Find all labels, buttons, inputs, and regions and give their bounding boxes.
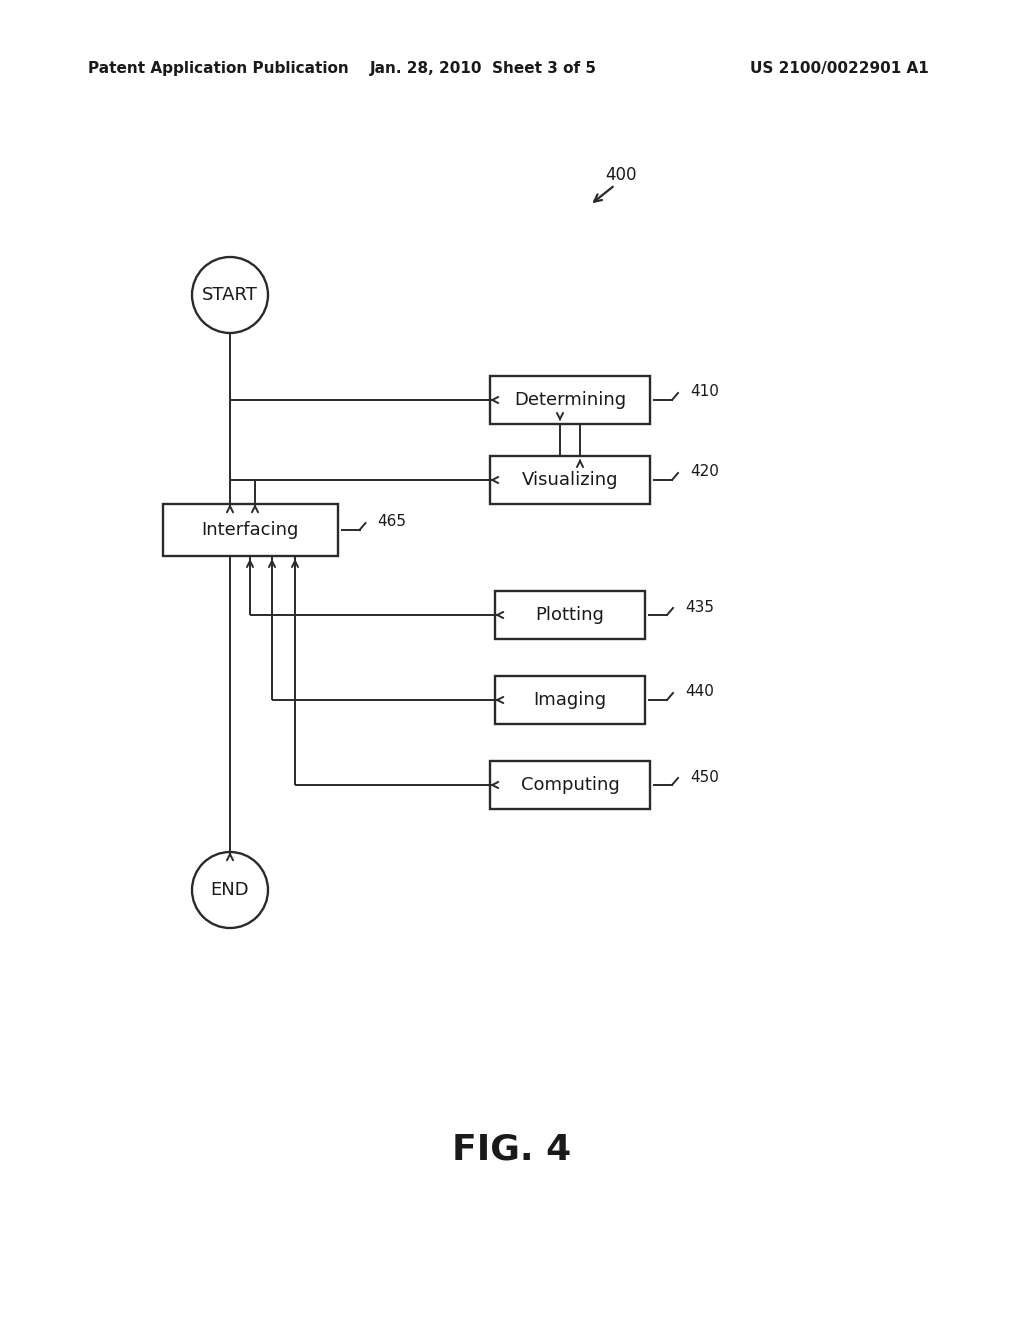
- Text: Jan. 28, 2010  Sheet 3 of 5: Jan. 28, 2010 Sheet 3 of 5: [370, 61, 597, 75]
- Text: Interfacing: Interfacing: [202, 521, 299, 539]
- Bar: [490, 376, 650, 424]
- Text: 410: 410: [690, 384, 719, 400]
- Bar: [490, 455, 650, 504]
- Text: US 2100/0022901 A1: US 2100/0022901 A1: [750, 61, 929, 75]
- Text: Plotting: Plotting: [536, 606, 604, 624]
- Text: 465: 465: [378, 515, 407, 529]
- Text: START: START: [202, 286, 258, 304]
- Text: Computing: Computing: [520, 776, 620, 795]
- Text: 450: 450: [690, 770, 719, 784]
- Text: Determining: Determining: [514, 391, 626, 409]
- Text: 420: 420: [690, 465, 719, 479]
- Text: Patent Application Publication: Patent Application Publication: [88, 61, 349, 75]
- Bar: [495, 676, 645, 723]
- Text: Visualizing: Visualizing: [522, 471, 618, 488]
- Text: FIG. 4: FIG. 4: [453, 1133, 571, 1167]
- Text: Imaging: Imaging: [534, 690, 606, 709]
- Bar: [163, 504, 338, 556]
- Text: 435: 435: [685, 599, 714, 615]
- Text: END: END: [211, 880, 249, 899]
- Bar: [495, 591, 645, 639]
- Text: 400: 400: [605, 166, 637, 183]
- Bar: [490, 762, 650, 809]
- Text: 440: 440: [685, 685, 714, 700]
